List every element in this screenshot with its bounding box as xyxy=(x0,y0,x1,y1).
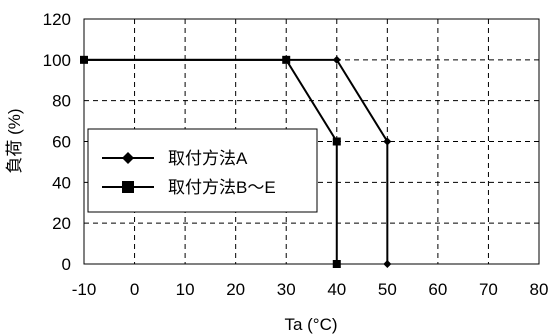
x-tick-label: -10 xyxy=(72,280,97,299)
y-tick-label: 40 xyxy=(52,173,71,192)
y-tick-label: 80 xyxy=(52,92,71,111)
data-point-square xyxy=(282,55,291,64)
y-tick-label: 20 xyxy=(52,214,71,233)
x-tick-label: 20 xyxy=(226,280,245,299)
legend-box xyxy=(87,128,318,213)
y-tick-label: 60 xyxy=(52,133,71,152)
x-tick-label: 70 xyxy=(479,280,498,299)
x-tick-label: 10 xyxy=(176,280,195,299)
data-point-square xyxy=(332,137,341,146)
y-tick-label: 0 xyxy=(62,255,71,274)
y-tick-labels: 0 20 40 60 80 100 120 xyxy=(43,10,71,274)
series-markers xyxy=(80,55,392,268)
data-point-diamond xyxy=(332,55,341,64)
x-tick-label: 50 xyxy=(378,280,397,299)
x-tick-label: 80 xyxy=(530,280,549,299)
x-tick-label: 0 xyxy=(130,280,139,299)
legend-diamond-icon xyxy=(122,152,134,164)
x-axis-label: Ta (°C) xyxy=(284,315,337,334)
legend: 取付方法A 取付方法B～E xyxy=(87,128,318,213)
y-tick-label: 120 xyxy=(43,10,71,29)
y-axis-label: 負荷 (%) xyxy=(5,108,24,173)
legend-label-series-a: 取付方法A xyxy=(168,149,248,168)
data-point-square xyxy=(332,260,341,268)
legend-square-icon xyxy=(122,181,134,193)
y-tick-label: 100 xyxy=(43,51,71,70)
series-line-2 xyxy=(84,58,338,264)
data-point-diamond xyxy=(383,260,392,268)
data-point-diamond xyxy=(383,137,392,146)
data-point-square xyxy=(80,55,88,64)
x-tick-label: 40 xyxy=(327,280,346,299)
x-tick-label: 60 xyxy=(428,280,447,299)
x-tick-label: 30 xyxy=(277,280,296,299)
x-tick-labels: -10 0 10 20 30 40 50 60 70 80 xyxy=(72,280,549,299)
legend-label-series-b: 取付方法B～E xyxy=(168,178,276,197)
